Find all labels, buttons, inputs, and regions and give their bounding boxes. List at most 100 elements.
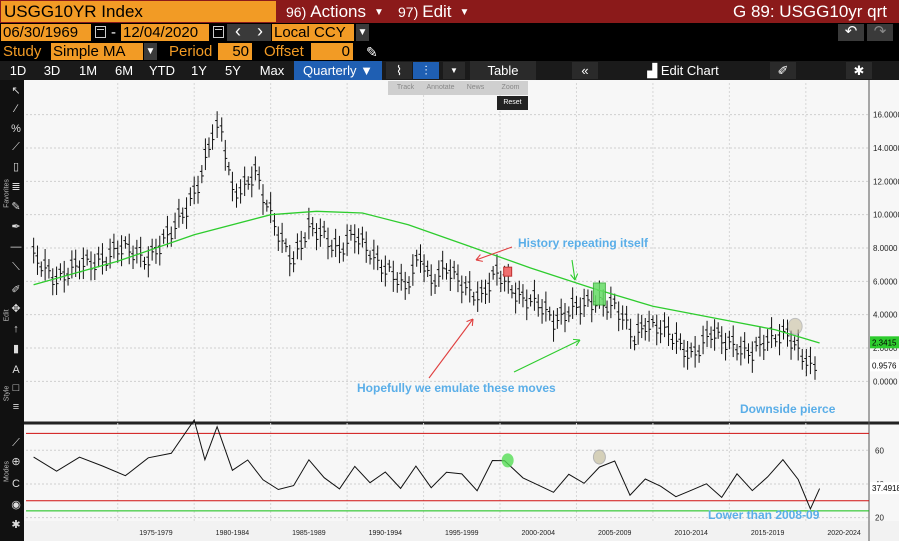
undo-icon[interactable]: ↶ bbox=[838, 24, 864, 41]
edit-label: Edit bbox=[422, 2, 452, 21]
arrow-up-icon[interactable]: ↑ bbox=[13, 323, 19, 335]
calendar-icon[interactable] bbox=[95, 26, 106, 38]
annotation-pierce: Downside pierce bbox=[740, 402, 836, 416]
palette-icon[interactable]: ◉ bbox=[11, 499, 21, 511]
annotation-toolbar: Track Annotate News Zoom bbox=[388, 81, 528, 95]
history-marker-red bbox=[503, 266, 513, 277]
hline-icon[interactable]: — bbox=[10, 241, 22, 253]
period-1m[interactable]: 1M bbox=[78, 63, 98, 78]
oscillator-value-tag: 37.4918 bbox=[872, 484, 899, 493]
ma-touch-circle bbox=[787, 317, 803, 335]
title-bar: USGG10YR Index 96) Actions ▼ 97) Edit ▼ G 89… bbox=[0, 0, 899, 23]
actions-menu[interactable]: 96) Actions ▼ bbox=[280, 0, 390, 23]
x-tick-label: 1975-1979 bbox=[139, 530, 173, 537]
pen-icon[interactable]: ✒ bbox=[11, 221, 21, 233]
redo-icon[interactable]: ↷ bbox=[867, 24, 893, 41]
start-date-field[interactable]: 06/30/1969 bbox=[1, 24, 91, 41]
chart-svg[interactable]: 16.0000 14.0000 12.0000 10.0000 8.0000 6.0000… bbox=[24, 80, 899, 541]
pencil-icon[interactable]: ✐ bbox=[11, 284, 21, 296]
oscillator-tick-label: 60 bbox=[875, 446, 884, 455]
ticker-field[interactable]: USGG10YR Index bbox=[1, 1, 276, 22]
period-field[interactable]: 50 bbox=[218, 43, 252, 60]
track-button[interactable]: Track bbox=[396, 84, 415, 91]
arrow-history-red bbox=[475, 246, 513, 261]
frequency-dropdown[interactable]: Quarterly ▼ bbox=[294, 61, 382, 80]
oscillator-line bbox=[33, 418, 821, 511]
ray-icon[interactable]: ⟍ bbox=[12, 261, 20, 273]
annotation-emulate: Hopefully we emulate these moves bbox=[357, 381, 556, 395]
reset-button[interactable]: Reset bbox=[497, 96, 528, 110]
chart-type-dropdown-icon[interactable]: ▼ bbox=[443, 62, 465, 79]
next-arrow-icon[interactable]: › bbox=[249, 22, 271, 41]
calendar-icon[interactable] bbox=[213, 26, 224, 38]
percent-tool-icon[interactable]: % bbox=[11, 123, 21, 135]
ruler-icon[interactable]: ⟋ bbox=[12, 437, 20, 449]
edit-chart-button[interactable]: ▟ Edit Chart bbox=[628, 61, 738, 80]
study-dropdown-icon[interactable]: ▼ bbox=[144, 43, 157, 60]
period-3d[interactable]: 3D bbox=[43, 63, 61, 78]
oscillator-value-tag-bg bbox=[870, 482, 899, 495]
zoom-button[interactable]: Zoom bbox=[501, 84, 520, 91]
modes-label: Modes bbox=[3, 461, 11, 483]
magnet-icon[interactable]: C bbox=[12, 478, 20, 490]
bar-chart-icon[interactable]: ⫶ bbox=[413, 62, 439, 79]
period-ytd[interactable]: YTD bbox=[149, 63, 175, 78]
x-tick-label: 1980-1984 bbox=[216, 530, 250, 537]
period-max[interactable]: Max bbox=[259, 63, 285, 78]
period-6m[interactable]: 6M bbox=[114, 63, 134, 78]
date-bar: 06/30/1969 - 12/04/2020 ‹ › Local CCY ▼ … bbox=[0, 22, 899, 42]
table-button[interactable]: Table bbox=[470, 61, 536, 80]
y-tick-label: 6.0000 bbox=[873, 277, 898, 286]
crosshair-icon[interactable]: ⊕ bbox=[11, 456, 21, 468]
x-tick-label: 2010-2014 bbox=[674, 530, 708, 537]
period-1d[interactable]: 1D bbox=[9, 63, 27, 78]
line-tool-icon[interactable]: ∕ bbox=[15, 103, 17, 115]
actions-label: Actions bbox=[310, 2, 366, 21]
news-button[interactable]: News bbox=[466, 84, 485, 91]
text-tool-icon[interactable]: A bbox=[12, 364, 20, 376]
draw-icon[interactable]: ✐ bbox=[770, 62, 796, 79]
frequency-label: Quarterly bbox=[303, 63, 357, 78]
annotate-button[interactable]: Annotate bbox=[426, 84, 455, 91]
fib-tool-icon[interactable]: ≣ bbox=[11, 181, 21, 193]
currency-field[interactable]: Local CCY bbox=[272, 24, 354, 41]
end-date-field[interactable]: 12/04/2020 bbox=[121, 24, 209, 41]
trend-tool-icon[interactable]: ⟋ bbox=[12, 141, 20, 153]
color-box-icon[interactable]: □ bbox=[12, 382, 20, 394]
date-separator: - bbox=[111, 24, 116, 41]
y-tick-label: 14.0000 bbox=[873, 144, 899, 153]
arrow-history-red-head bbox=[475, 254, 483, 262]
pencil-icon[interactable]: ✎ bbox=[366, 44, 378, 60]
gear-icon[interactable]: ✱ bbox=[846, 62, 872, 79]
pointer-icon[interactable]: ↖ bbox=[11, 85, 21, 97]
x-tick-label: 2000-2004 bbox=[522, 530, 556, 537]
oscillator-circle-tan bbox=[592, 449, 606, 465]
study-field[interactable]: Simple MA bbox=[51, 43, 143, 60]
edit-chart-label: Edit Chart bbox=[660, 63, 719, 78]
last-value-tag-bg bbox=[870, 359, 899, 372]
line-width-icon[interactable]: ≡ bbox=[12, 401, 20, 413]
actions-number: 96) bbox=[286, 4, 307, 20]
arrow-history-green-head bbox=[570, 273, 579, 281]
trash-icon[interactable]: ▮ bbox=[12, 343, 20, 355]
oscillator-panel bbox=[24, 425, 899, 521]
move-icon[interactable]: ✥ bbox=[11, 303, 21, 315]
prev-arrow-icon[interactable]: ‹ bbox=[227, 22, 249, 41]
x-tick-label: 2015-2019 bbox=[751, 530, 785, 537]
line-chart-icon[interactable]: ⌇ bbox=[386, 62, 412, 79]
channel-tool-icon[interactable]: ▯ bbox=[12, 161, 20, 173]
y-tick-label: 12.0000 bbox=[873, 177, 899, 186]
period-5y[interactable]: 5Y bbox=[225, 63, 241, 78]
period-1y[interactable]: 1Y bbox=[191, 63, 207, 78]
x-tick-label: 1995-1999 bbox=[445, 530, 479, 537]
gear-icon[interactable]: ✱ bbox=[11, 519, 21, 531]
brush-icon[interactable]: ✎ bbox=[11, 201, 21, 213]
currency-dropdown-icon[interactable]: ▼ bbox=[356, 24, 369, 41]
collapse-icon[interactable]: « bbox=[572, 62, 598, 79]
offset-field[interactable]: 0 bbox=[311, 43, 353, 60]
chart-area[interactable]: 16.0000 14.0000 12.0000 10.0000 8.0000 6.0000… bbox=[24, 80, 899, 541]
y-tick-label: 4.0000 bbox=[873, 311, 898, 320]
window-title: G 89: USGG10yr qrt bbox=[733, 2, 887, 21]
x-tick-label: 1990-1994 bbox=[369, 530, 403, 537]
edit-menu[interactable]: 97) Edit ▼ bbox=[392, 0, 500, 23]
